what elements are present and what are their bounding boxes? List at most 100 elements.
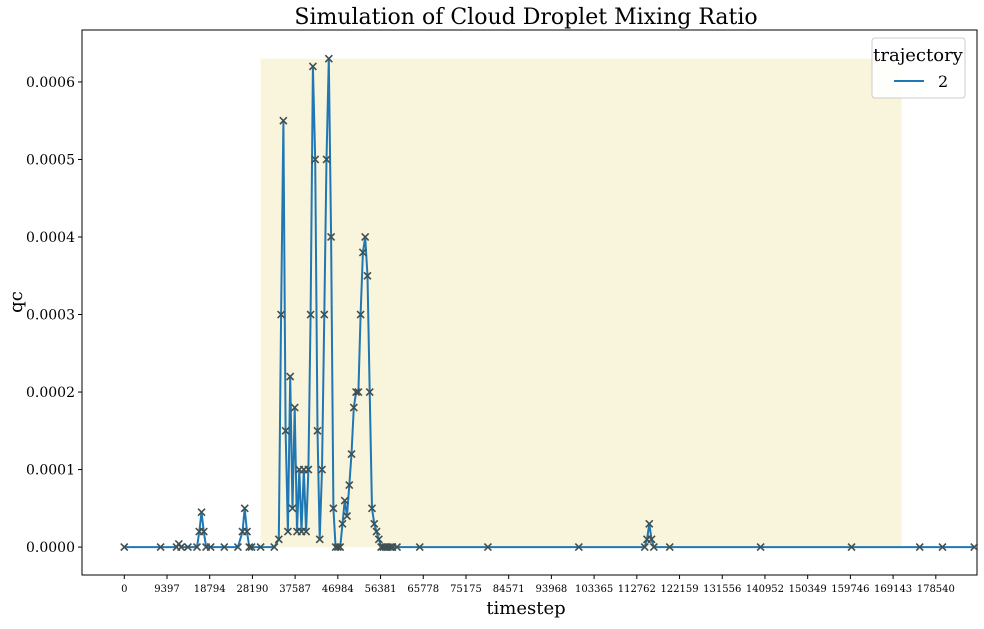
data-point: [311, 155, 320, 164]
highlight-region-group: [260, 58, 902, 548]
data-point: [338, 519, 347, 528]
y-tick-label: 0.0003: [26, 308, 75, 324]
y-tick-label: 0.0001: [26, 463, 75, 479]
data-point: [304, 465, 313, 474]
data-point: [415, 543, 424, 552]
data-point: [240, 504, 249, 513]
x-tick-label: 103365: [575, 584, 613, 595]
y-axis-label: qc: [6, 291, 27, 313]
data-point: [847, 543, 856, 552]
series-group: [120, 54, 979, 552]
data-point: [324, 54, 333, 63]
data-point: [306, 310, 315, 319]
data-point: [640, 543, 649, 552]
data-point: [197, 508, 206, 517]
data-point: [649, 543, 658, 552]
data-point: [322, 155, 331, 164]
data-point: [392, 543, 402, 552]
series-2: [120, 54, 979, 552]
data-point: [233, 543, 242, 552]
data-point: [279, 116, 288, 125]
data-point: [192, 543, 202, 552]
data-point: [206, 543, 215, 552]
data-point: [345, 481, 354, 490]
x-tick-label: 112762: [618, 584, 656, 595]
data-point: [308, 62, 317, 71]
data-point: [367, 504, 377, 513]
plot-frame: [81, 29, 978, 576]
data-point: [574, 543, 583, 552]
data-point: [665, 543, 674, 552]
data-point: [483, 543, 492, 552]
y-tick-label: 0.0002: [26, 385, 75, 401]
data-point: [329, 504, 338, 513]
x-tick-label: 37587: [279, 584, 311, 595]
data-point: [756, 543, 765, 552]
x-tick-label: 178540: [917, 584, 955, 595]
data-point: [372, 527, 381, 536]
data-point: [220, 543, 229, 552]
x-tick-label: 65778: [407, 584, 439, 595]
chart-title: Simulation of Cloud Droplet Mixing Ratio: [294, 5, 757, 30]
y-tick-label: 0.0006: [26, 75, 75, 91]
x-tick-label: 159746: [831, 584, 869, 595]
data-point: [256, 543, 265, 552]
legend-box: [871, 37, 966, 99]
y-tick-label: 0.0000: [26, 540, 75, 556]
data-point: [938, 543, 947, 552]
data-point: [340, 496, 349, 505]
data-point: [365, 387, 374, 397]
data-point: [277, 310, 286, 319]
y-tick-label: 0.0004: [26, 230, 75, 246]
data-point: [356, 310, 365, 319]
data-point: [647, 535, 656, 544]
legend-title: trajectory: [873, 45, 964, 66]
x-tick-label: 131556: [703, 584, 741, 595]
x-tick-label: 0: [121, 584, 127, 595]
y-axis-ticks: 0.0000 0.0001 0.0002 0.0003 0.0004 0.0005 0.00…: [26, 75, 82, 556]
data-point: [370, 519, 379, 528]
x-tick-label: 46984: [322, 584, 354, 595]
data-point: [358, 248, 367, 257]
data-point: [120, 543, 129, 552]
data-point: [183, 543, 192, 552]
data-point: [349, 403, 358, 412]
data-point: [313, 426, 322, 435]
x-tick-label: 169143: [874, 584, 912, 595]
data-point: [915, 543, 924, 552]
data-point: [286, 372, 295, 381]
x-tick-label: 75175: [450, 584, 482, 595]
y-tick-label: 0.0005: [26, 152, 75, 168]
x-tick-label: 18794: [194, 584, 226, 595]
data-point: [317, 465, 327, 474]
data-point: [315, 535, 324, 544]
data-point: [281, 426, 290, 435]
data-point: [245, 543, 254, 552]
x-axis-label: timestep: [486, 598, 565, 619]
data-point: [156, 543, 165, 552]
data-point: [363, 271, 372, 280]
legend-entry-label: 2: [938, 72, 948, 91]
data-point: [320, 310, 329, 319]
x-tick-label: 84571: [493, 584, 525, 595]
x-tick-label: 140952: [746, 584, 784, 595]
legend: trajectory 2: [871, 37, 966, 99]
data-point: [242, 527, 252, 536]
data-point: [970, 543, 979, 552]
x-tick-label: 122159: [660, 584, 698, 595]
x-axis-ticks: 0 9397 18794 28190 37587 46984 56381 65778 75175…: [121, 575, 955, 595]
data-point: [247, 543, 256, 552]
data-point: [347, 449, 356, 459]
data-point: [645, 519, 654, 528]
data-point: [270, 543, 279, 552]
x-tick-label: 28190: [237, 584, 269, 595]
data-point: [327, 232, 336, 242]
data-point: [333, 543, 342, 552]
x-tick-label: 150349: [789, 584, 827, 595]
data-point: [361, 232, 370, 242]
data-point: [352, 387, 361, 397]
data-point: [288, 504, 297, 513]
data-point: [177, 543, 186, 552]
